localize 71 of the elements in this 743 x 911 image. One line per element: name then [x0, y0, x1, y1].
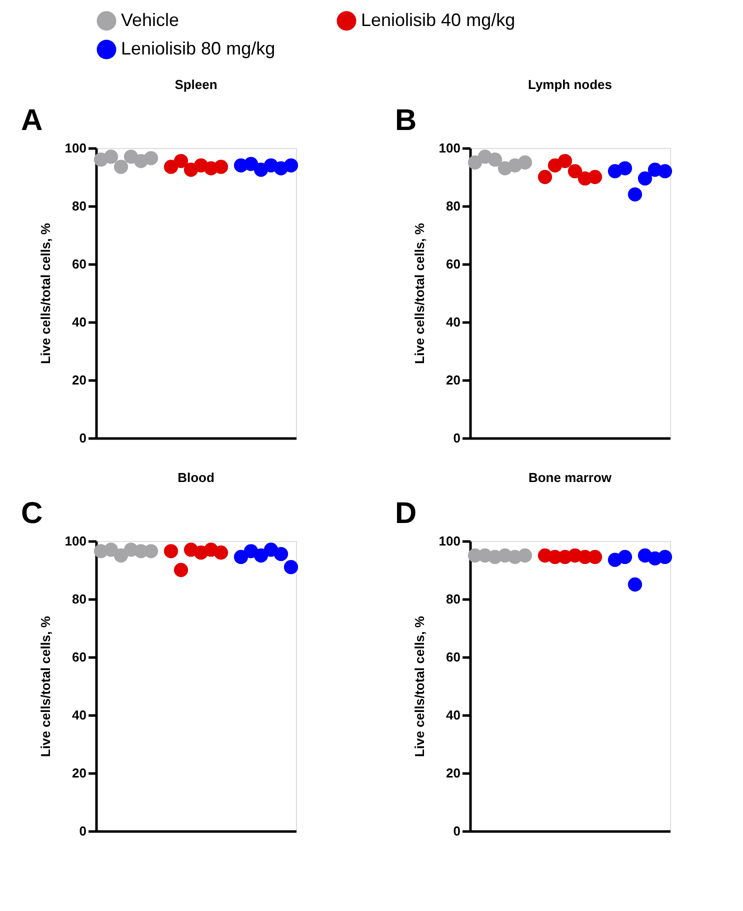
y-tick-label: 80: [446, 198, 460, 214]
y-tick-label: 100: [438, 140, 460, 156]
point: [164, 160, 178, 174]
y-tick-label: 60: [446, 256, 460, 272]
point: [284, 158, 298, 172]
chart-title: Spleen: [174, 77, 218, 92]
text: A: [21, 104, 43, 137]
chart-title: Lymph nodes: [528, 77, 612, 92]
point: [174, 562, 188, 578]
y-tick-label: 80: [72, 198, 86, 214]
point: [104, 150, 118, 164]
y-tick-label: 40: [72, 314, 86, 330]
y-tick-label: 0: [453, 430, 460, 446]
text: D: [395, 497, 417, 530]
point: [518, 548, 532, 563]
point: [274, 546, 288, 562]
point: [518, 155, 532, 170]
text: B: [395, 104, 417, 137]
y-tick-label: 100: [438, 534, 460, 548]
y-tick-label: 80: [72, 592, 86, 606]
point: [284, 560, 298, 574]
point: [628, 577, 642, 592]
point: [538, 170, 552, 184]
point: [638, 171, 652, 186]
point: [558, 154, 572, 168]
point: [244, 156, 258, 172]
point: [214, 160, 228, 174]
y-axis-title: Live cells/total cells, %: [38, 616, 53, 757]
y-tick-label: 0: [453, 824, 460, 838]
y-tick-label: 60: [72, 256, 86, 272]
text: C: [21, 497, 43, 530]
y-axis-title: Live cells/total cells, %: [412, 222, 427, 364]
y-tick-label: 20: [446, 766, 460, 780]
y-tick-label: 40: [446, 708, 460, 722]
y-tick-label: 40: [72, 708, 86, 722]
y-axis-title: Live cells/total cells, %: [412, 616, 427, 757]
legend-label: Leniolisib 40 mg/kg: [361, 10, 516, 30]
point: [658, 550, 672, 564]
point: [658, 164, 672, 178]
point: [104, 542, 118, 557]
point: [628, 187, 642, 202]
point: [618, 161, 632, 176]
y-tick-label: 80: [446, 592, 460, 606]
point: [618, 550, 632, 564]
point: [164, 544, 178, 558]
point: [144, 151, 158, 166]
point: [174, 154, 188, 168]
y-tick-label: 20: [72, 766, 86, 780]
point: [214, 546, 228, 560]
point: [114, 160, 128, 174]
point: [588, 170, 602, 184]
point: [254, 548, 268, 563]
y-tick-label: 100: [64, 140, 86, 156]
point: [488, 152, 502, 167]
y-tick-label: 40: [446, 314, 460, 330]
point: [114, 548, 128, 563]
point: [234, 550, 248, 564]
legend-label: Leniolisib 80 mg/kg: [121, 38, 276, 58]
y-tick-label: 100: [64, 534, 86, 548]
point: [568, 164, 582, 178]
chart-title: Bone marrow: [528, 470, 612, 485]
chart-title: Blood: [178, 470, 214, 485]
y-tick-label: 60: [72, 650, 86, 664]
point: [468, 155, 482, 170]
legend-label: Vehicle: [121, 10, 180, 30]
y-tick-label: 60: [446, 650, 460, 664]
y-tick-label: 20: [446, 372, 460, 388]
y-axis-title: Live cells/total cells, %: [38, 222, 53, 364]
y-tick-label: 0: [79, 824, 86, 838]
y-tick-label: 20: [72, 372, 86, 388]
y-tick-label: 0: [79, 430, 86, 446]
